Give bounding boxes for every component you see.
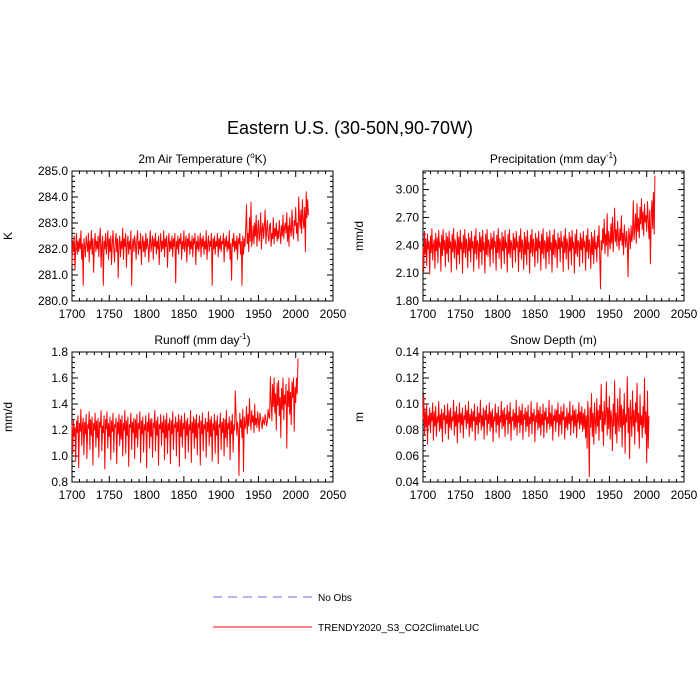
snow-y-tick-label: 0.14 xyxy=(396,345,420,359)
temperature-y-tick-label: 285.0 xyxy=(38,164,68,178)
runoff-plot-frame xyxy=(71,351,334,483)
precipitation-x-tick-label: 1800 xyxy=(484,307,511,321)
precipitation-y-tick-label: 2.70 xyxy=(396,210,420,224)
runoff-y-tick-label: 1.0 xyxy=(51,449,68,463)
runoff-y-tick-label: 1.6 xyxy=(51,371,68,385)
snow-x-tick-label: 1750 xyxy=(447,488,474,502)
snow-panel-title: Snow Depth (m) xyxy=(510,333,597,347)
snow-title-main: Snow Depth (m) xyxy=(510,333,597,347)
runoff-y-tick-label: 0.8 xyxy=(51,475,68,489)
temperature-y-tick-label: 281.0 xyxy=(38,268,68,282)
runoff-x-tick-label: 1950 xyxy=(245,488,272,502)
precipitation-x-tick-label: 1700 xyxy=(410,307,437,321)
temperature-x-tick-label: 1900 xyxy=(208,307,235,321)
precipitation-plot-frame xyxy=(422,170,685,302)
snow-y-tick-label: 0.04 xyxy=(396,475,420,489)
temperature-x-tick-label: 1950 xyxy=(245,307,272,321)
snow-x-tick-label: 1950 xyxy=(596,488,623,502)
temperature-x-tick-label: 2050 xyxy=(320,307,347,321)
snow-y-tick-label: 0.06 xyxy=(396,449,420,463)
temperature-y-tick-label: 283.0 xyxy=(38,216,68,230)
snow-y-tick-label: 0.12 xyxy=(396,371,420,385)
temperature-y-tick-label: 280.0 xyxy=(38,294,68,308)
precipitation-title-sup: -1 xyxy=(606,151,614,160)
panel-precipitation: Precipitation (mm day-1) mm/d 1700 1750 1800… xyxy=(352,151,698,321)
precipitation-y-tick-label: 2.40 xyxy=(396,238,420,252)
runoff-x-tick-label: 1850 xyxy=(171,488,198,502)
figure-title: Eastern U.S. (30-50N,90-70W) xyxy=(227,118,473,138)
runoff-x-tick-label: 2050 xyxy=(320,488,347,502)
temperature-y-axis-label: K xyxy=(1,232,15,240)
precipitation-title-main: Precipitation (mm day xyxy=(490,152,606,166)
runoff-title-sup: -1 xyxy=(240,332,248,341)
panel-temperature: 2m Air Temperature (oK) K 1700 1750 1800 1850… xyxy=(1,151,347,321)
precipitation-y-tick-label: 3.00 xyxy=(396,183,420,197)
snow-x-tick-label: 2000 xyxy=(633,488,660,502)
temperature-plot-frame xyxy=(71,170,334,302)
precipitation-series-line xyxy=(422,175,656,290)
temperature-y-tick-label: 282.0 xyxy=(38,242,68,256)
precipitation-title-tail: ) xyxy=(613,152,617,166)
snow-y-tick-label: 0.08 xyxy=(396,423,420,437)
runoff-y-tick-label: 1.2 xyxy=(51,423,68,437)
temperature-series-line xyxy=(71,191,309,286)
legend-obs-label: No Obs xyxy=(318,593,352,604)
runoff-x-tick-label: 1900 xyxy=(208,488,235,502)
precipitation-x-tick-label: 1950 xyxy=(596,307,623,321)
runoff-y-axis-label: mm/d xyxy=(1,402,15,432)
temperature-x-tick-label: 2000 xyxy=(282,307,309,321)
precipitation-x-tick-label: 1850 xyxy=(522,307,549,321)
snow-x-tick-label: 1800 xyxy=(484,488,511,502)
snow-y-tick-label: 0.10 xyxy=(396,397,420,411)
temperature-title-sup: o xyxy=(250,151,255,160)
precipitation-y-tick-label: 2.10 xyxy=(396,266,420,280)
runoff-y-tick-label: 1.4 xyxy=(51,397,68,411)
snow-x-tick-label: 1850 xyxy=(522,488,549,502)
temperature-title-tail: K) xyxy=(255,152,267,166)
legend-model-label: TRENDY2020_S3_CO2ClimateLUC xyxy=(318,623,479,634)
temperature-panel-title: 2m Air Temperature (oK) xyxy=(138,151,266,166)
runoff-x-tick-label: 2000 xyxy=(282,488,309,502)
runoff-title-tail: ) xyxy=(247,333,251,347)
snow-y-axis-label: m xyxy=(352,412,366,422)
runoff-y-tick-label: 1.8 xyxy=(51,345,68,359)
runoff-panel-title: Runoff (mm day-1) xyxy=(154,332,250,347)
precipitation-y-axis-label: mm/d xyxy=(352,221,366,251)
snow-x-tick-label: 1900 xyxy=(559,488,586,502)
snow-x-tick-label: 1700 xyxy=(410,488,437,502)
precipitation-x-tick-label: 2000 xyxy=(633,307,660,321)
runoff-title-main: Runoff (mm day xyxy=(154,333,239,347)
temperature-x-tick-label: 1700 xyxy=(59,307,86,321)
runoff-x-tick-label: 1750 xyxy=(96,488,123,502)
temperature-x-tick-label: 1850 xyxy=(171,307,198,321)
runoff-x-tick-label: 1700 xyxy=(59,488,86,502)
precipitation-y-tick-label: 1.80 xyxy=(396,294,420,308)
temperature-title-main: 2m Air Temperature ( xyxy=(138,152,250,166)
precipitation-x-tick-label: 2050 xyxy=(671,307,698,321)
runoff-x-tick-label: 1800 xyxy=(133,488,160,502)
snow-series-line xyxy=(422,376,650,478)
snow-x-tick-label: 2050 xyxy=(671,488,698,502)
precipitation-panel-title: Precipitation (mm day-1) xyxy=(490,151,617,166)
temperature-x-tick-label: 1800 xyxy=(133,307,160,321)
precipitation-x-tick-label: 1900 xyxy=(559,307,586,321)
temperature-y-tick-label: 284.0 xyxy=(38,190,68,204)
legend: No Obs TRENDY2020_S3_CO2ClimateLUC xyxy=(213,593,479,634)
panel-snow: Snow Depth (m) m 1700 1750 1800 1850 1900 1950 2… xyxy=(352,333,698,502)
temperature-x-tick-label: 1750 xyxy=(96,307,123,321)
runoff-series-line xyxy=(71,358,299,476)
panel-runoff: Runoff (mm day-1) mm/d 1700 1750 1800 1850 190… xyxy=(1,332,347,502)
precipitation-x-tick-label: 1750 xyxy=(447,307,474,321)
